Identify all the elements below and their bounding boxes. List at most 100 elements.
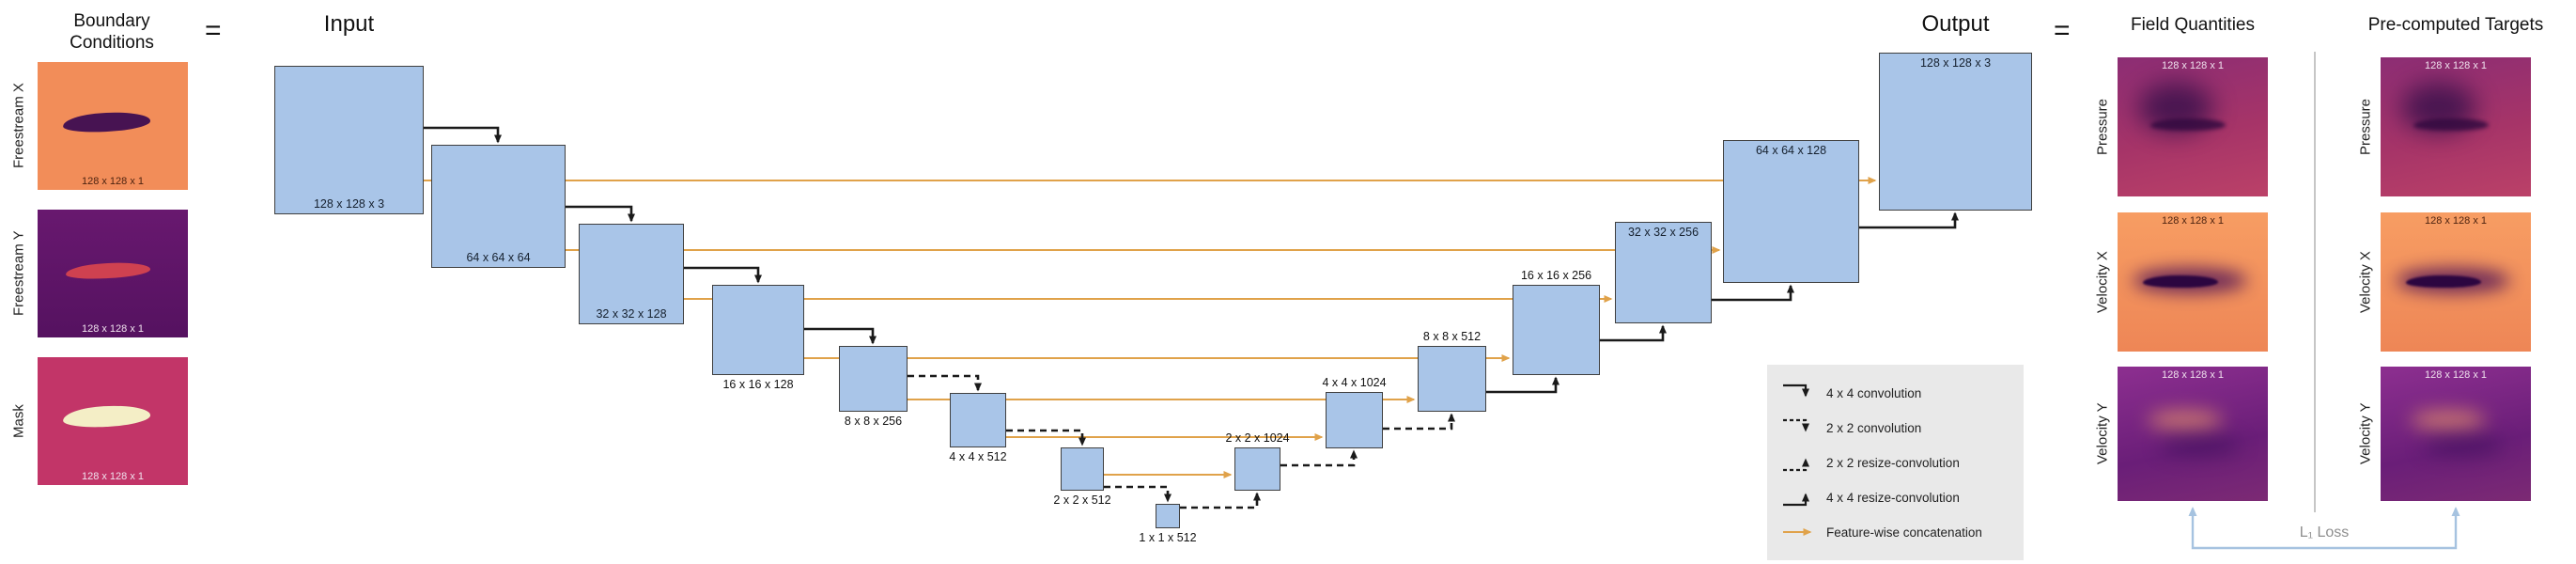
downwash-streak (2422, 436, 2505, 456)
tensor-dims-label: 32 x 32 x 256 (1627, 226, 1699, 239)
l1-loss-label: L₁ Loss (2299, 525, 2350, 540)
pressure-target-label: Pressure (2357, 98, 2374, 156)
velocity-y-label: Velocity Y (2094, 402, 2111, 465)
velocity-x-target-image: 128 x 128 x 1 (2381, 212, 2531, 352)
unet-box-enc-8: 8 x 8 x 256 (839, 346, 908, 428)
legend-label: 4 x 4 convolution (1826, 385, 1922, 400)
legend-item: 4 x 4 convolution (1780, 381, 2010, 405)
unet-box-enc-4: 4 x 4 x 512 (949, 393, 1007, 463)
unet-box-dec-16: 16 x 16 x 256 (1513, 269, 1600, 375)
velocity-y-target-image: 128 x 128 x 1 (2381, 367, 2531, 501)
tensor-dims-label: 128 x 128 x 1 (2424, 215, 2488, 227)
unet-box-enc-16: 16 x 16 x 128 (712, 285, 804, 391)
legend-label: 2 x 2 convolution (1826, 420, 1922, 435)
unet-box-bottleneck: 1 x 1 x 512 (1139, 504, 1197, 544)
tensor-dims-label: 128 x 128 x 1 (81, 176, 145, 187)
velocity-x-target-label: Velocity X (2357, 251, 2374, 313)
conv-4x4-arrow-icon (1783, 384, 1809, 398)
upwash-streak (2411, 411, 2486, 431)
resize-conv-arrow-dec-6 (1712, 284, 1794, 302)
output-title: Output (1921, 11, 1990, 37)
conv-arrow-enc-1 (424, 126, 502, 144)
tensor-dims-label: 128 x 128 x 3 (1919, 56, 1992, 70)
unet-box-dec-2: 2 x 2 x 1024 (1225, 431, 1290, 491)
legend-label: 2 x 2 resize-convolution (1826, 455, 1960, 470)
tensor-dims-label: 8 x 8 x 256 (844, 415, 903, 428)
boundary-panel-title: Boundary Conditions (70, 11, 154, 53)
tensor-dims-label: 128 x 128 x 1 (2424, 369, 2488, 381)
equals-sign-right: = (2054, 15, 2071, 46)
unet-box-dec-4: 4 x 4 x 1024 (1322, 376, 1387, 448)
velocity-y-target-label: Velocity Y (2357, 402, 2374, 465)
downwash-streak (2159, 436, 2242, 456)
conv-arrow-enc-4 (804, 327, 877, 345)
legend-item: 2 x 2 convolution (1780, 415, 2010, 440)
tensor-dims-label: 128 x 128 x 1 (81, 323, 145, 335)
legend-label: Feature-wise concatenation (1826, 525, 1982, 540)
unet-box-enc-32: 32 x 32 x 128 (579, 224, 684, 324)
velocity-y-field-image: 128 x 128 x 1 (2118, 367, 2268, 501)
resize-conv-arrow-dec-5 (1600, 324, 1667, 342)
tensor-dims-label: 32 x 32 x 128 (596, 307, 667, 321)
legend: 4 x 4 convolution 2 x 2 convolution 2 x … (1767, 365, 2024, 560)
unet-box-dec-32: 32 x 32 x 256 (1615, 222, 1712, 323)
tensor-dims-label: 128 x 128 x 1 (2161, 369, 2225, 381)
tensor-dims-label: 64 x 64 x 128 (1755, 144, 1827, 157)
legend-item: 2 x 2 resize-convolution (1780, 450, 2010, 475)
unet-box-dec-64: 64 x 64 x 128 (1723, 140, 1859, 283)
tensor-dims-label: 64 x 64 x 64 (466, 251, 531, 264)
concat-arrow-icon (1783, 528, 1812, 536)
conv2-arrow-enc-7 (1104, 485, 1172, 503)
equals-sign-left: = (205, 15, 222, 46)
resize-conv-2x2-arrow-icon (1783, 458, 1809, 472)
legend-item: Feature-wise concatenation (1780, 520, 2010, 544)
resize-conv-arrow-dec-4 (1486, 376, 1560, 394)
tensor-dims-label: 128 x 128 x 3 (313, 197, 385, 211)
resize-conv2-arrow-dec-2 (1280, 449, 1358, 467)
conv-2x2-arrow-icon (1783, 418, 1809, 432)
freestream-x-image: 128 x 128 x 1 (38, 62, 188, 190)
unet-box-dec-8: 8 x 8 x 512 (1418, 330, 1486, 412)
l1-loss-bracket (2188, 507, 2460, 550)
field-quantities-title: Field Quantities (2130, 15, 2255, 35)
pressure-label: Pressure (2094, 98, 2111, 156)
conv-arrow-enc-2 (566, 205, 635, 223)
tensor-dims-label: 128 x 128 x 1 (81, 471, 145, 482)
tensor-dims-label: 128 x 128 x 1 (2161, 215, 2225, 227)
conv2-arrow-enc-5 (908, 374, 982, 392)
resize-conv2-arrow-dec-3 (1383, 413, 1455, 431)
pressure-field-image: 128 x 128 x 1 (2118, 57, 2268, 196)
legend-label: 4 x 4 resize-convolution (1826, 490, 1960, 505)
unet-box-input: 128 x 128 x 3 (274, 66, 424, 214)
velocity-x-field-image: 128 x 128 x 1 (2118, 212, 2268, 352)
airfoil-shape (2143, 274, 2219, 288)
tensor-dims-label: 16 x 16 x 128 (722, 378, 794, 391)
tensor-dims-label: 4 x 4 x 1024 (1322, 376, 1387, 389)
airfoil-shape (2406, 274, 2482, 288)
tensor-dims-label: 128 x 128 x 1 (2424, 60, 2488, 71)
tensor-dims-label: 2 x 2 x 512 (1053, 494, 1111, 507)
tensor-dims-label: 4 x 4 x 512 (949, 450, 1007, 463)
tensor-dims-label: 1 x 1 x 512 (1139, 531, 1197, 544)
tensor-dims-label: 2 x 2 x 1024 (1225, 431, 1290, 445)
resize-conv2-arrow-dec-1 (1180, 492, 1261, 509)
airfoil-shape (2150, 118, 2227, 132)
pressure-target-image: 128 x 128 x 1 (2381, 57, 2531, 196)
resize-conv-arrow-dec-7 (1859, 212, 1959, 229)
resize-conv-4x4-arrow-icon (1783, 493, 1809, 507)
conv-arrow-enc-3 (684, 266, 762, 284)
precomputed-targets-title: Pre-computed Targets (2367, 15, 2544, 35)
conv2-arrow-enc-6 (1006, 429, 1086, 446)
airfoil-shape (2413, 118, 2490, 132)
tensor-dims-label: 8 x 8 x 512 (1422, 330, 1482, 343)
freestream-y-image: 128 x 128 x 1 (38, 210, 188, 337)
tensor-dims-label: 128 x 128 x 1 (2161, 60, 2225, 71)
mask-image: 128 x 128 x 1 (38, 357, 188, 485)
unet-box-enc-2: 2 x 2 x 512 (1053, 447, 1111, 507)
unet-box-enc-64: 64 x 64 x 64 (431, 145, 566, 268)
velocity-x-label: Velocity X (2094, 251, 2111, 313)
upwash-streak (2148, 411, 2223, 431)
unet-box-output: 128 x 128 x 3 (1879, 53, 2032, 211)
input-title: Input (323, 11, 375, 37)
legend-item: 4 x 4 resize-convolution (1780, 485, 2010, 509)
